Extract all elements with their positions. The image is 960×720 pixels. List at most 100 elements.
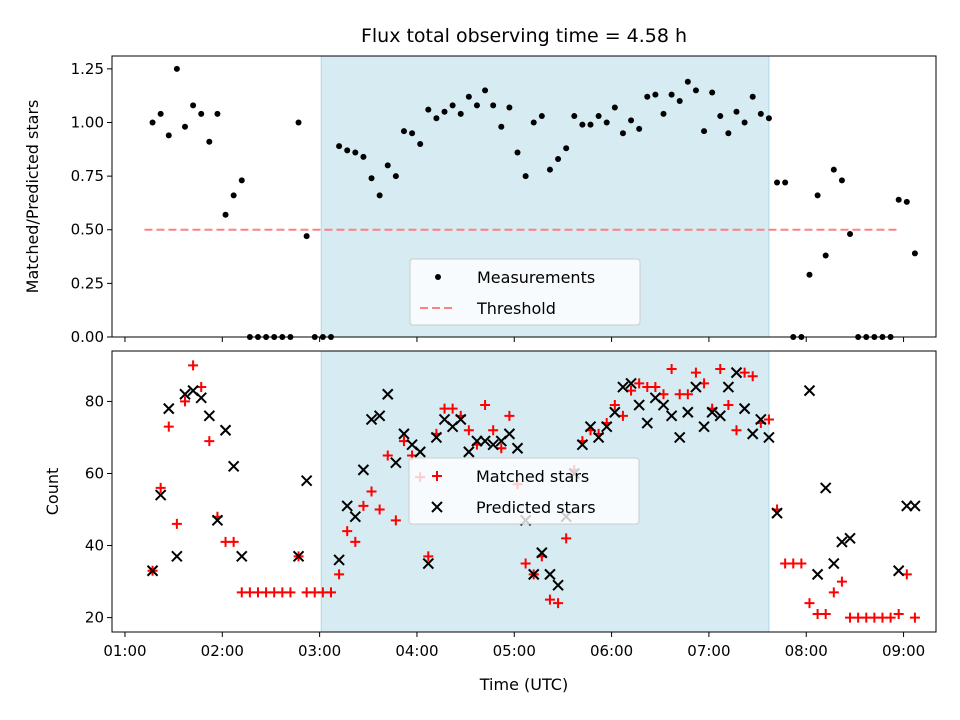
predicted-star-point [674,431,686,444]
measurement-point [652,91,659,98]
predicted-star-point [357,464,370,476]
measurement-point [684,78,691,85]
predicted-star-point [536,547,548,559]
y-tick-label: 0.00 [71,328,104,346]
predicted-star-point [146,565,159,577]
measurement-point [352,149,359,156]
measurement-point [538,113,545,120]
measurement-point [425,106,432,113]
measurement-point [644,93,651,100]
predicted-star-point [617,381,629,393]
matched-star-point [739,367,750,378]
matched-star-point [731,425,742,436]
measurement-point [587,121,594,128]
measurement-point [214,110,221,117]
matched-star-point [520,558,531,569]
predicted-star-point [625,377,637,390]
matched-star-point [204,436,215,447]
measurement-point [555,155,562,162]
measurement-point [303,233,310,240]
measurement-point [595,113,602,120]
matched-star-point [285,587,296,598]
measurement-point [903,198,910,205]
measurement-point [514,149,521,156]
predicted-star-point [601,420,613,433]
top-y-axis-label: Matched/Predicted stars [23,100,42,294]
measurement-point [611,104,618,111]
matched-star-point [171,518,182,529]
chart-title: Flux total observing time = 4.58 h [361,25,687,47]
measurement-point [295,119,302,126]
predicted-star-point [382,388,394,400]
predicted-star-point [211,514,224,527]
measurement-point [506,104,513,111]
predicted-star-point [755,413,767,426]
matched-star-point [390,515,401,526]
matched-star-point [480,400,491,411]
matched-star-point [544,594,555,605]
predicted-star-point [698,420,710,433]
measurement-point [238,177,245,184]
measurement-point [230,192,237,199]
predicted-star-point [422,557,435,570]
matched-star-point [334,569,345,580]
predicted-star-point [227,460,240,472]
predicted-star-point [690,381,702,393]
measurement-point [384,162,391,169]
x-tick-label: 05:00 [493,642,536,660]
measurement-point [344,147,351,154]
measurement-point [847,231,854,238]
predicted-star-point [633,399,645,411]
matched-star-point [382,450,393,461]
predicted-star-point [909,500,921,512]
measurement-point [571,113,578,120]
measurement-point [619,130,626,137]
predicted-star-point [365,413,378,426]
measurement-point [149,119,156,126]
matched-star-point [609,400,620,411]
measurement-point [701,128,708,135]
measurement-point [198,110,205,117]
measurement-point [360,153,367,160]
measurement-point [563,145,570,152]
predicted-star-point [341,500,353,512]
measurement-point [457,110,464,117]
measurement-point [579,121,586,128]
y-tick-label: 1.25 [71,60,104,78]
measurement-point [482,87,489,94]
predicted-star-point [390,456,402,469]
measurement-point [668,91,675,98]
measurement-point [368,175,375,182]
predicted-star-point [576,438,589,451]
measurement-point [895,196,902,203]
measurement-point [441,108,448,115]
predicted-star-point [892,565,905,577]
measurement-point [222,211,229,218]
predicted-star-point [609,406,621,418]
predicted-star-point [463,446,475,458]
measurement-point [498,123,505,130]
x-tick-label: 07:00 [687,642,730,660]
top-plot-frame [111,55,937,338]
predicted-star-point [292,550,305,563]
legend-measurement-marker [435,274,441,280]
measurement-point [911,250,918,257]
measurement-point [190,102,197,109]
measurement-point [490,102,497,109]
y-tick-label: 1.00 [71,113,104,131]
predicted-star-point [503,428,516,440]
x-tick-label: 03:00 [298,642,341,660]
predicted-star-point [844,532,856,545]
predicted-star-point [300,474,313,487]
legend-box [408,457,640,525]
predicted-star-point [544,568,556,581]
matched-star-point [179,396,190,407]
measurement-point [392,173,399,180]
measurement-point [774,179,781,186]
y-tick-label: 40 [85,537,104,555]
matched-star-point [488,425,499,436]
measurement-point [336,143,343,150]
top-panel: 0.00 0.25 0.50 0.75 1.00 1.25 Matched/Predict… [23,55,937,346]
measurement-point [692,87,699,94]
measurement-point [433,115,440,122]
